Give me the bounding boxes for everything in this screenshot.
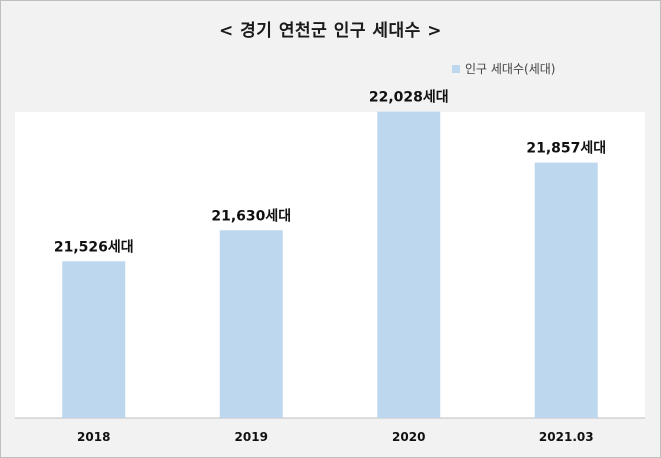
x-tick-label: 2018: [77, 430, 110, 444]
x-tick-label: 2019: [235, 430, 268, 444]
bar-data-label: 21,630세대: [211, 208, 291, 224]
legend-swatch: [452, 64, 460, 73]
bar-data-label: 22,028세대: [369, 90, 449, 106]
bar-data-label: 21,526세대: [54, 239, 134, 255]
bar[interactable]: [219, 230, 283, 418]
x-tick-label: 2021.03: [539, 430, 594, 444]
chart-legend: 인구 세대수(세대): [452, 60, 555, 77]
bar[interactable]: [534, 162, 598, 418]
chart-title: < 경기 연천군 인구 세대수 >: [219, 21, 442, 41]
bar[interactable]: [377, 111, 441, 418]
bar-data-label: 21,857세대: [526, 141, 606, 157]
bar[interactable]: [62, 261, 126, 418]
legend-label: 인구 세대수(세대): [465, 62, 556, 76]
x-tick-label: 2020: [392, 430, 425, 444]
